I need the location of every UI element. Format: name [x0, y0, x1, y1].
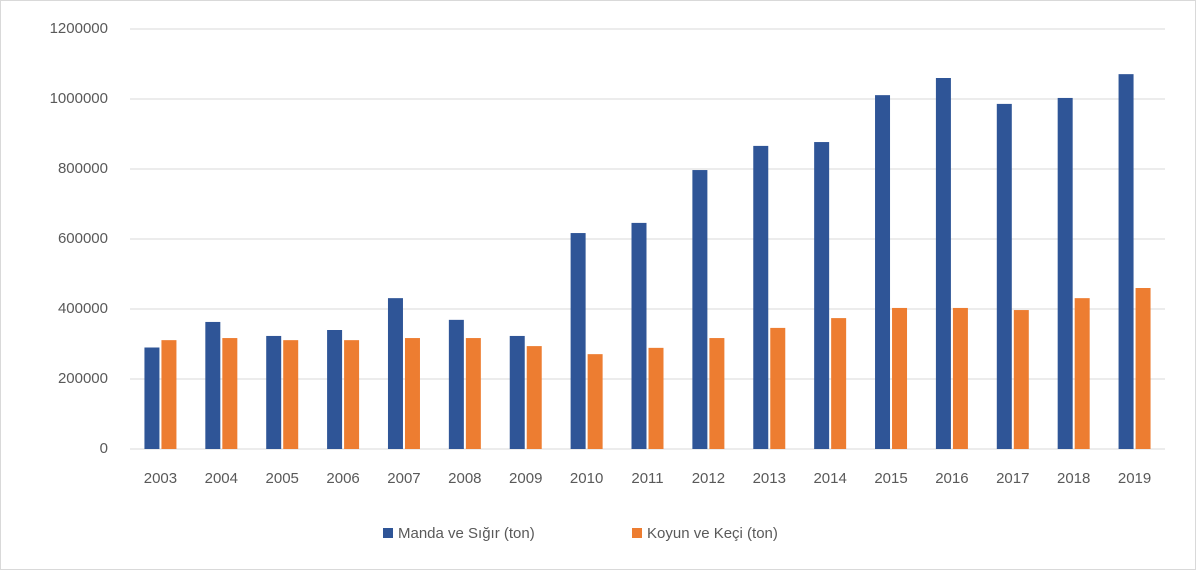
x-tick-label: 2014: [813, 470, 846, 487]
bar: [648, 347, 664, 449]
bar: [344, 340, 360, 449]
y-tick-label: 800000: [58, 160, 108, 177]
bar: [387, 298, 403, 449]
bar: [266, 335, 282, 449]
x-tick-label: 2007: [387, 470, 420, 487]
x-tick-label: 2005: [266, 470, 299, 487]
x-tick-label: 2011: [631, 470, 663, 487]
bar: [1074, 298, 1090, 449]
bar: [448, 319, 464, 449]
y-tick-label: 1000000: [50, 90, 108, 107]
bar: [935, 78, 951, 449]
x-tick-label: 2006: [326, 470, 359, 487]
x-tick-label: 2013: [753, 470, 786, 487]
bar: [875, 95, 891, 450]
bar: [814, 142, 830, 450]
bar: [631, 222, 647, 449]
bar: [570, 233, 586, 449]
bar: [161, 340, 177, 449]
bar: [509, 335, 525, 449]
x-tick-label: 2016: [935, 470, 968, 487]
y-tick-label: 400000: [58, 300, 108, 317]
y-tick-label: 0: [100, 440, 108, 457]
bar: [831, 318, 847, 449]
x-tick-label: 2003: [144, 470, 177, 487]
bar: [1057, 97, 1073, 449]
bar: [770, 327, 786, 449]
legend-swatch: [632, 528, 642, 538]
y-tick-label: 200000: [58, 370, 108, 387]
bar: [144, 347, 160, 449]
bar: [892, 307, 908, 449]
legend-label: Koyun ve Keçi (ton): [647, 525, 778, 542]
x-tick-label: 2004: [205, 470, 238, 487]
bar: [587, 354, 603, 449]
bar: [753, 145, 769, 449]
bar: [205, 321, 221, 449]
bar: [465, 338, 481, 449]
bar: [526, 346, 542, 449]
bar: [709, 338, 725, 449]
x-tick-label: 2010: [570, 470, 603, 487]
bar: [283, 340, 299, 449]
y-tick-label: 1200000: [50, 20, 108, 37]
x-tick-label: 2018: [1057, 470, 1090, 487]
x-tick-label: 2008: [448, 470, 481, 487]
x-tick-label: 2017: [996, 470, 1029, 487]
bar: [222, 338, 238, 449]
legend-label: Manda ve Sığır (ton): [398, 525, 535, 542]
bar: [1118, 74, 1134, 450]
x-tick-label: 2019: [1118, 470, 1151, 487]
bar: [327, 330, 343, 449]
x-tick-label: 2009: [509, 470, 542, 487]
bar: [404, 338, 420, 449]
bar: [996, 103, 1012, 450]
x-tick-label: 2015: [874, 470, 907, 487]
bar: [952, 307, 968, 449]
bar: [692, 170, 708, 450]
y-tick-label: 600000: [58, 230, 108, 247]
legend-swatch: [383, 528, 393, 538]
bar: [1135, 288, 1151, 449]
x-tick-label: 2012: [692, 470, 725, 487]
bar: [1013, 310, 1029, 449]
